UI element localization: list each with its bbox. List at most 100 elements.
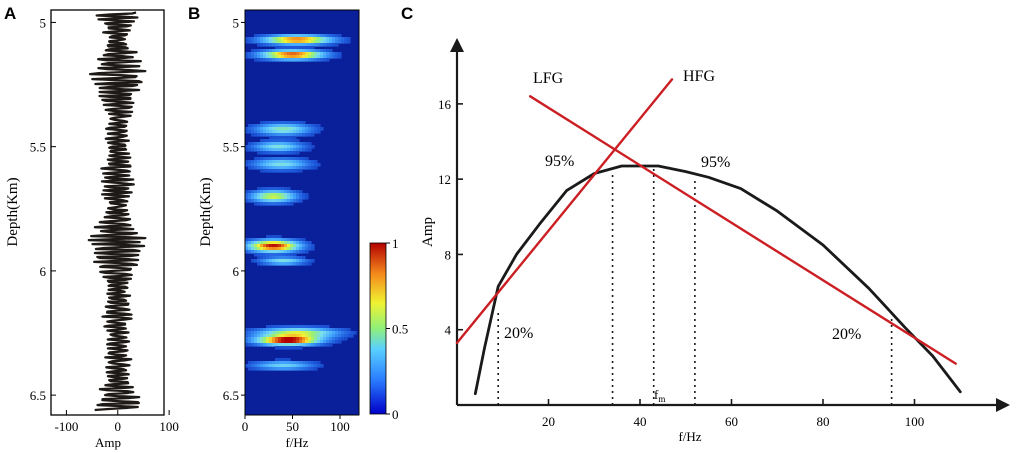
heatmap-cell: [287, 139, 291, 143]
heatmap-cell: [341, 334, 345, 338]
heatmap-cell: [254, 364, 258, 368]
heatmap-cell: [293, 250, 297, 254]
heatmap-cell: [320, 52, 324, 56]
heatmap-cell: [248, 361, 252, 365]
heatmap-cell: [284, 151, 288, 155]
heatmap-cell: [260, 49, 264, 53]
heatmap-cell: [257, 364, 261, 368]
heatmap-cell: [269, 133, 273, 137]
heatmap-cell: [281, 142, 285, 146]
heatmap-cell: [248, 142, 252, 146]
heatmap-cell: [302, 163, 306, 167]
heatmap-cell: [272, 253, 276, 257]
heatmap-cell: [338, 337, 342, 341]
heatmap-cell: [272, 256, 276, 260]
heatmap-cell: [314, 328, 318, 332]
heatmap-cell: [317, 37, 321, 41]
heatmap-cell: [290, 361, 294, 365]
heatmap-cell: [257, 343, 261, 347]
heatmap-cell: [278, 337, 282, 341]
heatmap-cell: [302, 259, 306, 263]
heatmap-cell: [257, 52, 261, 56]
heatmap-cell: [263, 199, 267, 203]
heatmap-cell: [257, 49, 261, 53]
heatmap-cell: [305, 340, 309, 344]
heatmap-cell: [296, 193, 300, 197]
heatmap-cell: [251, 52, 255, 56]
heatmap-cell: [254, 193, 258, 197]
heatmap-cell: [296, 367, 300, 371]
heatmap-cell: [284, 238, 288, 242]
heatmap-cell: [329, 334, 333, 338]
heatmap-cell: [329, 328, 333, 332]
heatmap-cell: [311, 166, 315, 170]
heatmap-cell: [302, 331, 306, 335]
heatmap-cell: [293, 130, 297, 134]
heatmap-cell: [287, 358, 291, 362]
heatmap-cell: [296, 34, 300, 38]
heatmap-cell: [284, 199, 288, 203]
heatmap-cell: [344, 331, 348, 335]
heatmap-cell: [323, 325, 327, 329]
panel-c-ytick-label: 4: [445, 323, 452, 338]
heatmap-cell: [272, 139, 276, 143]
heatmap-cell: [269, 142, 273, 146]
heatmap-cell: [278, 238, 282, 242]
heatmap-cell: [281, 361, 285, 365]
heatmap-cell: [287, 148, 291, 152]
heatmap-cell: [290, 121, 294, 125]
heatmap-cell: [320, 340, 324, 344]
heatmap-cell: [305, 328, 309, 332]
heatmap-cell: [290, 334, 294, 338]
heatmap-cell: [299, 160, 303, 164]
heatmap-cell: [275, 199, 279, 203]
heatmap-cell: [290, 367, 294, 371]
heatmap-cell: [302, 58, 306, 62]
heatmap-cell: [275, 334, 279, 338]
heatmap-cell: [302, 334, 306, 338]
heatmap-cell: [344, 37, 348, 41]
heatmap-cell: [293, 142, 297, 146]
heatmap-cell: [278, 256, 282, 260]
heatmap-cell: [248, 340, 252, 344]
heatmap-cell: [269, 238, 273, 242]
heatmap-cell: [275, 157, 279, 161]
heatmap-cell: [251, 145, 255, 149]
heatmap-cell: [281, 199, 285, 203]
heatmap-cell: [278, 151, 282, 155]
heatmap-cell: [290, 49, 294, 53]
heatmap-cell: [269, 40, 273, 44]
heatmap-cell: [299, 196, 303, 200]
heatmap-cell: [284, 145, 288, 149]
heatmap-cell: [290, 256, 294, 260]
heatmap-cell: [254, 124, 258, 128]
heatmap-cell: [251, 364, 255, 368]
heatmap-cell: [266, 262, 270, 266]
heatmap-cell: [275, 160, 279, 164]
heatmap-cell: [338, 55, 342, 59]
heatmap-cell: [245, 244, 249, 248]
heatmap-cell: [302, 40, 306, 44]
heatmap-cell: [329, 37, 333, 41]
heatmap-cell: [302, 121, 306, 125]
heatmap-cell: [293, 37, 297, 41]
heatmap-cell: [278, 130, 282, 134]
heatmap-cell: [341, 40, 345, 44]
heatmap-cell: [305, 157, 309, 161]
heatmap-cell: [248, 241, 252, 245]
heatmap-cell: [287, 196, 291, 200]
heatmap-cell: [275, 55, 279, 59]
heatmap-cell: [278, 235, 282, 239]
heatmap-cell: [263, 337, 267, 341]
panel-c-xlabel: f/Hz: [678, 429, 701, 444]
heatmap-cell: [302, 193, 306, 197]
heatmap-cell: [281, 253, 285, 257]
heatmap-cell: [299, 256, 303, 260]
heatmap-cell: [302, 361, 306, 365]
heatmap-cell: [251, 133, 255, 137]
heatmap-cell: [269, 241, 273, 245]
heatmap-cell: [323, 337, 327, 341]
heatmap-cell: [335, 34, 339, 38]
heatmap-cell: [299, 142, 303, 146]
heatmap-cell: [338, 340, 342, 344]
